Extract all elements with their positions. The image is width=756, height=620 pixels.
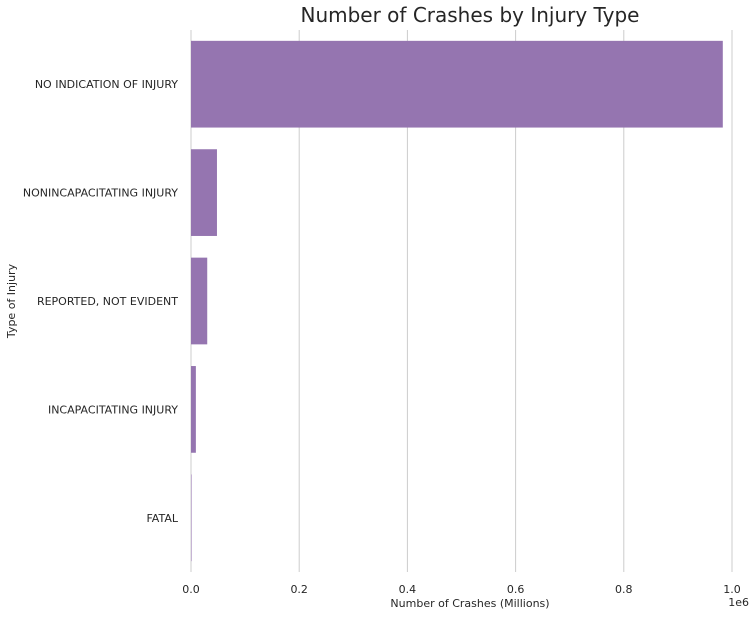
category-label: INCAPACITATING INJURY [48, 403, 178, 416]
x-tick-labels: 0.0 0.2 0.4 0.6 0.8 1.0 [182, 583, 741, 596]
x-tick-label: 0.0 [182, 583, 200, 596]
x-tick-label: 0.8 [615, 583, 633, 596]
x-axis-offset-label: 1e6 [728, 596, 749, 609]
bar [191, 149, 217, 236]
bar [191, 257, 208, 345]
x-axis-label: Number of Crashes (Millions) [390, 597, 549, 610]
category-label: FATAL [146, 512, 178, 525]
category-labels: NO INDICATION OF INJURY NONINCAPACITATING… [23, 78, 179, 525]
bar [191, 474, 192, 562]
y-axis-label: Type of Injury [5, 263, 18, 339]
x-tick-label: 1.0 [723, 583, 741, 596]
bar [191, 366, 196, 453]
category-label: NO INDICATION OF INJURY [35, 78, 178, 91]
category-label: REPORTED, NOT EVIDENT [37, 295, 178, 308]
bar [191, 40, 723, 128]
category-label: NONINCAPACITATING INJURY [23, 187, 178, 200]
chart-title: Number of Crashes by Injury Type [300, 3, 639, 27]
x-tick-label: 0.6 [507, 583, 525, 596]
bars [191, 40, 723, 562]
x-tick-label: 0.4 [399, 583, 417, 596]
x-tick-label: 0.2 [290, 583, 308, 596]
